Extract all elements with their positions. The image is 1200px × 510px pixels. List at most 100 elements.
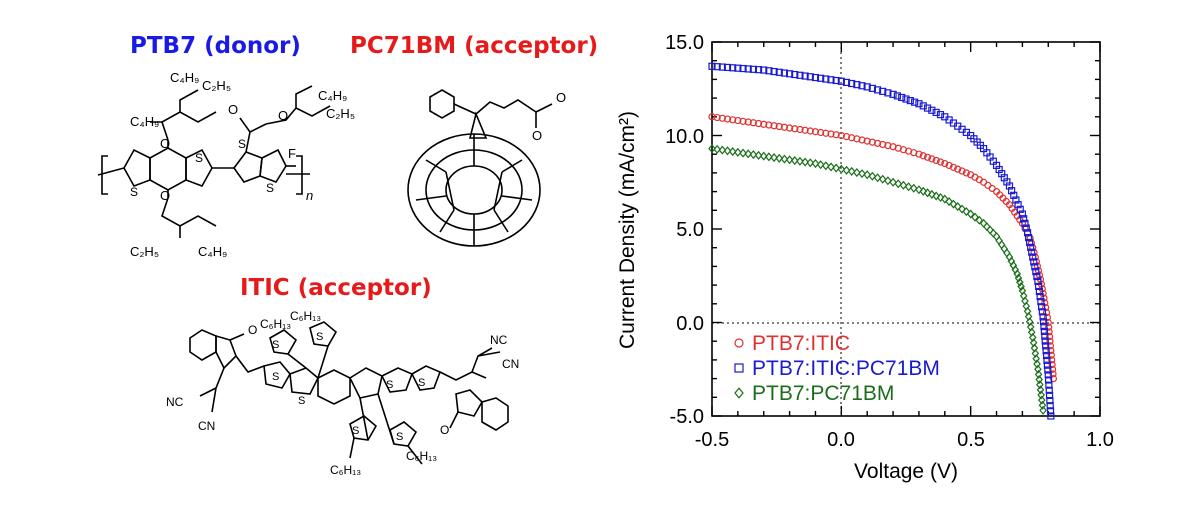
data-point-ptb7-pc71bm <box>949 199 958 209</box>
ptb7-title: PTB7 (donor) <box>130 33 301 59</box>
data-point-ptb7-itic <box>749 119 757 127</box>
data-point-ptb7-itic-pc71bm <box>873 86 882 94</box>
svg-text:C₆H₁₃: C₆H₁₃ <box>330 463 361 477</box>
data-point-ptb7-itic-pc71bm <box>863 83 871 91</box>
data-point-ptb7-pc71bm <box>863 170 871 180</box>
data-point-ptb7-pc71bm <box>1034 369 1043 379</box>
pc71bm-title: PC71BM (acceptor) <box>350 33 599 59</box>
data-point-ptb7-itic <box>827 130 835 138</box>
data-point-ptb7-pc71bm <box>744 149 752 159</box>
y-tick-label: 5.0 <box>676 219 704 241</box>
data-point-ptb7-pc71bm <box>837 164 846 174</box>
data-point-ptb7-itic-pc71bm <box>848 79 856 88</box>
data-point-ptb7-itic <box>837 131 845 140</box>
data-point-ptb7-itic <box>1044 318 1052 327</box>
data-point-ptb7-itic-pc71bm <box>786 70 794 78</box>
data-point-ptb7-itic-pc71bm <box>1027 243 1035 251</box>
data-point-ptb7-pc71bm <box>822 161 830 171</box>
svg-text:C₆H₁₃: C₆H₁₃ <box>290 309 321 323</box>
data-point-ptb7-itic <box>954 165 962 173</box>
data-point-ptb7-itic-pc71bm <box>801 72 809 80</box>
data-point-ptb7-itic <box>958 167 966 175</box>
data-point-ptb7-pc71bm <box>790 156 799 166</box>
data-point-ptb7-itic-pc71bm <box>884 89 892 97</box>
x-tick-label: 0.5 <box>957 429 985 451</box>
data-point-ptb7-pc71bm <box>1014 273 1023 283</box>
data-point-ptb7-itic-pc71bm <box>1022 224 1030 232</box>
data-point-ptb7-pc71bm <box>827 162 835 172</box>
data-point-ptb7-pc71bm <box>868 171 877 181</box>
data-point-ptb7-itic <box>868 138 876 146</box>
svg-text:S: S <box>272 371 279 383</box>
legend-label: PTB7:ITIC <box>752 332 850 355</box>
legend-label: PTB7:PC71BM <box>752 382 894 405</box>
data-point-ptb7-itic-pc71bm <box>796 71 804 79</box>
data-point-ptb7-itic-pc71bm <box>911 98 919 106</box>
svg-text:C₂H₅: C₂H₅ <box>326 106 355 121</box>
data-point-ptb7-pc71bm <box>923 188 932 198</box>
svg-text:n: n <box>306 188 313 203</box>
data-point-ptb7-itic <box>786 124 794 132</box>
data-point-ptb7-pc71bm <box>962 207 971 217</box>
data-point-ptb7-itic-pc71bm <box>1045 381 1053 389</box>
data-point-ptb7-itic-pc71bm <box>754 66 763 74</box>
data-point-ptb7-itic <box>780 123 789 131</box>
data-point-ptb7-pc71bm <box>919 186 928 196</box>
data-point-ptb7-itic <box>919 152 927 160</box>
jv-curve-chart: -0.5 0.0 0.5 1.0 -5.0 0.0 5.0 10.0 15.0 … <box>616 32 1114 483</box>
data-point-ptb7-itic-pc71bm <box>868 84 876 92</box>
y-tick-label: 0.0 <box>676 313 704 335</box>
svg-text:O: O <box>228 102 238 117</box>
data-point-ptb7-pc71bm <box>765 152 773 162</box>
svg-text:CN: CN <box>502 357 519 371</box>
svg-text:O: O <box>440 423 449 437</box>
data-point-ptb7-pc71bm <box>915 185 923 195</box>
data-point-ptb7-itic-pc71bm <box>1030 258 1038 266</box>
data-point-ptb7-itic <box>853 135 861 143</box>
data-point-ptb7-itic-pc71bm <box>1046 396 1054 405</box>
svg-text:S: S <box>266 181 274 195</box>
svg-text:NC: NC <box>166 395 184 409</box>
data-point-ptb7-itic-pc71bm <box>780 69 789 77</box>
data-point-ptb7-itic-pc71bm <box>932 108 940 117</box>
data-point-ptb7-itic-pc71bm <box>936 111 945 119</box>
data-point-ptb7-pc71bm <box>728 147 737 157</box>
data-point-ptb7-pc71bm <box>975 215 984 225</box>
data-point-ptb7-itic <box>848 134 856 142</box>
data-point-ptb7-itic-pc71bm <box>893 92 901 100</box>
data-point-ptb7-pc71bm <box>932 191 940 201</box>
data-point-ptb7-itic-pc71bm <box>775 68 783 76</box>
data-point-ptb7-itic-pc71bm <box>1028 248 1036 256</box>
data-point-ptb7-itic-pc71bm <box>1021 219 1029 227</box>
data-point-ptb7-pc71bm <box>992 231 1001 242</box>
legend-marker <box>734 363 744 373</box>
data-point-ptb7-itic <box>915 150 923 158</box>
data-point-ptb7-itic-pc71bm <box>1042 347 1050 355</box>
data-point-ptb7-itic-pc71bm <box>1036 292 1044 301</box>
data-point-ptb7-itic <box>1049 375 1058 383</box>
data-point-ptb7-pc71bm <box>759 151 768 161</box>
data-point-ptb7-pc71bm <box>989 228 998 238</box>
data-point-ptb7-pc71bm <box>754 150 763 160</box>
data-point-ptb7-pc71bm <box>1034 364 1042 374</box>
data-point-ptb7-itic-pc71bm <box>1014 201 1022 209</box>
data-point-ptb7-itic-pc71bm <box>822 75 830 83</box>
data-point-ptb7-itic-pc71bm <box>1035 282 1043 291</box>
data-point-ptb7-itic-pc71bm <box>1045 391 1054 400</box>
data-point-ptb7-pc71bm <box>847 166 856 176</box>
svg-text:O: O <box>556 90 566 105</box>
svg-text:S: S <box>195 151 203 165</box>
data-point-ptb7-itic <box>884 141 892 150</box>
pc71bm-structure: O O <box>407 89 566 247</box>
x-tick-label: 1.0 <box>1086 429 1114 451</box>
data-point-ptb7-itic-pc71bm <box>811 73 820 82</box>
data-point-ptb7-pc71bm <box>775 153 784 163</box>
data-point-ptb7-pc71bm <box>899 180 908 190</box>
y-tick-label: 10.0 <box>665 126 704 148</box>
svg-text:C₆H₁₃: C₆H₁₃ <box>260 317 291 331</box>
data-point-ptb7-itic <box>873 139 882 147</box>
data-point-ptb7-itic <box>817 128 825 137</box>
data-point-ptb7-itic-pc71bm <box>1043 361 1052 369</box>
data-point-ptb7-itic <box>801 126 809 134</box>
data-point-ptb7-itic-pc71bm <box>729 64 737 72</box>
